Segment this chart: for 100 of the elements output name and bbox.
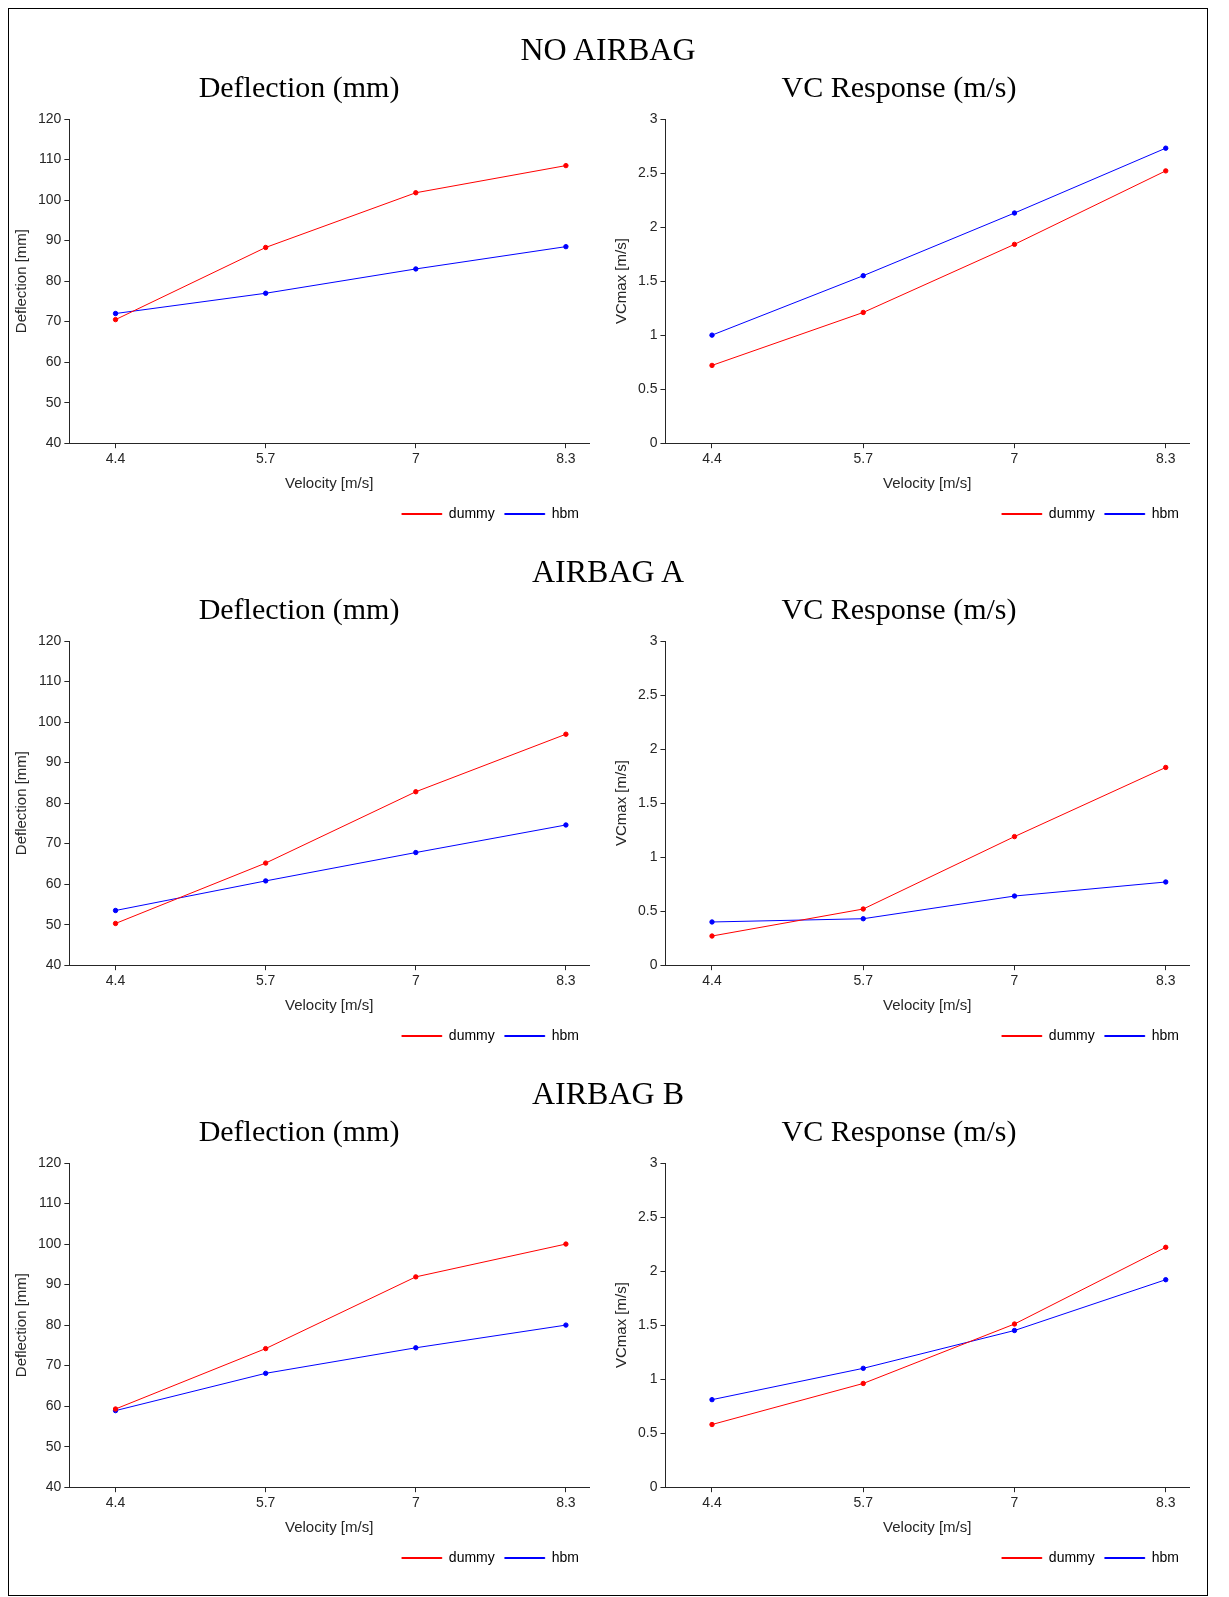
y-axis-title: Deflection [mm] — [12, 229, 30, 334]
y-tick-label: 40 — [45, 434, 62, 451]
y-axis-title: VCmax [m/s] — [612, 1282, 630, 1369]
y-tick-label: 70 — [45, 1356, 62, 1373]
text: NO AIRBAG — [520, 31, 696, 67]
y-tick-label: 0.5 — [637, 902, 658, 919]
y-tick-label: 120 — [38, 1153, 62, 1170]
y-axis-title: VCmax [m/s] — [612, 760, 630, 847]
text: AIRBAG A — [531, 553, 684, 589]
y-tick-label: 1.5 — [637, 793, 658, 810]
legend-label: hbm — [1151, 504, 1179, 521]
x-tick-label: 5.7 — [255, 450, 276, 467]
y-tick-label: 120 — [38, 631, 62, 648]
x-axis-title: Velocity [m/s] — [883, 996, 972, 1014]
y-tick-label: 2.5 — [637, 1207, 658, 1224]
x-tick-label: 7 — [1010, 972, 1019, 989]
y-tick-label: 90 — [45, 753, 62, 770]
legend-label: dummy — [1048, 1548, 1095, 1565]
text: AIRBAG B — [531, 1075, 684, 1111]
y-tick-label: 3 — [649, 1153, 658, 1170]
chart-title: Deflection (mm) — [198, 1113, 400, 1148]
chart-title: VC Response (m/s) — [781, 69, 1017, 104]
y-tick-label: 1 — [649, 1369, 658, 1386]
x-tick-label: 4.4 — [105, 450, 126, 467]
chart-title: Deflection (mm) — [198, 69, 400, 104]
y-tick-label: 80 — [45, 1315, 62, 1332]
y-tick-label: 3 — [649, 109, 658, 126]
y-tick-label: 1 — [649, 325, 658, 342]
x-axis-title: Velocity [m/s] — [285, 996, 374, 1014]
y-tick-label: 110 — [39, 150, 62, 167]
x-tick-label: 5.7 — [853, 1494, 874, 1511]
y-tick-label: 100 — [38, 712, 62, 729]
y-tick-label: 110 — [39, 672, 62, 689]
x-tick-label: 5.7 — [853, 450, 874, 467]
legend-label: hbm — [1151, 1548, 1179, 1565]
x-axis-title: Velocity [m/s] — [285, 474, 374, 492]
y-tick-label: 100 — [38, 190, 62, 207]
x-tick-label: 5.7 — [255, 972, 276, 989]
y-tick-label: 40 — [45, 956, 62, 973]
y-tick-label: 40 — [45, 1478, 62, 1495]
x-tick-label: 8.3 — [1156, 450, 1176, 467]
y-tick-label: 70 — [45, 834, 62, 851]
y-tick-label: 80 — [45, 793, 62, 810]
legend-label: hbm — [551, 504, 579, 521]
x-tick-label: 8.3 — [1156, 1494, 1176, 1511]
y-tick-label: 2.5 — [637, 163, 658, 180]
y-tick-label: 100 — [38, 1234, 62, 1251]
x-axis-title: Velocity [m/s] — [883, 1518, 972, 1536]
legend-label: hbm — [551, 1548, 579, 1565]
x-tick-label: 7 — [411, 1494, 420, 1511]
y-tick-label: 1 — [649, 847, 658, 864]
y-tick-label: 0.5 — [637, 380, 658, 397]
y-tick-label: 1.5 — [637, 1315, 658, 1332]
x-tick-label: 4.4 — [702, 450, 722, 467]
y-tick-label: 1.5 — [637, 271, 658, 288]
x-tick-label: 7 — [411, 450, 420, 467]
x-axis-title: Velocity [m/s] — [285, 1518, 374, 1536]
x-axis-title: Velocity [m/s] — [883, 474, 972, 492]
legend-label: dummy — [1048, 1026, 1095, 1043]
y-tick-label: 2 — [649, 1261, 658, 1278]
y-axis-title: Deflection [mm] — [12, 1273, 30, 1378]
x-tick-label: 7 — [1010, 450, 1019, 467]
legend-label: hbm — [551, 1026, 579, 1043]
x-tick-label: 4.4 — [105, 1494, 126, 1511]
y-tick-label: 120 — [38, 109, 62, 126]
y-axis-title: Deflection [mm] — [12, 751, 30, 856]
y-tick-label: 0 — [649, 1478, 658, 1495]
x-tick-label: 7 — [411, 972, 420, 989]
legend-label: dummy — [448, 504, 495, 521]
legend-label: dummy — [448, 1026, 495, 1043]
y-tick-label: 50 — [45, 1437, 62, 1454]
x-tick-label: 4.4 — [702, 972, 722, 989]
x-tick-label: 8.3 — [556, 450, 576, 467]
y-tick-label: 2 — [649, 739, 658, 756]
y-tick-label: 60 — [45, 1397, 62, 1414]
x-tick-label: 4.4 — [702, 1494, 722, 1511]
x-tick-label: 4.4 — [105, 972, 126, 989]
legend-label: hbm — [1151, 1026, 1179, 1043]
y-tick-label: 60 — [45, 875, 62, 892]
y-tick-label: 60 — [45, 353, 62, 370]
y-tick-label: 80 — [45, 271, 62, 288]
x-tick-label: 5.7 — [853, 972, 874, 989]
y-tick-label: 3 — [649, 631, 658, 648]
x-tick-label: 8.3 — [556, 972, 576, 989]
chart-title: Deflection (mm) — [198, 591, 400, 626]
x-tick-label: 5.7 — [255, 1494, 276, 1511]
x-tick-label: 8.3 — [1156, 972, 1176, 989]
y-tick-label: 110 — [39, 1194, 62, 1211]
y-tick-label: 0 — [649, 956, 658, 973]
x-tick-label: 7 — [1010, 1494, 1019, 1511]
chart-title: VC Response (m/s) — [781, 591, 1017, 626]
y-tick-label: 70 — [45, 312, 62, 329]
y-tick-label: 50 — [45, 393, 62, 410]
y-tick-label: 90 — [45, 231, 62, 248]
y-tick-label: 50 — [45, 915, 62, 932]
y-axis-title: VCmax [m/s] — [612, 238, 630, 325]
y-tick-label: 2.5 — [637, 685, 658, 702]
y-tick-label: 0 — [649, 434, 658, 451]
legend-label: dummy — [448, 1548, 495, 1565]
y-tick-label: 0.5 — [637, 1424, 658, 1441]
